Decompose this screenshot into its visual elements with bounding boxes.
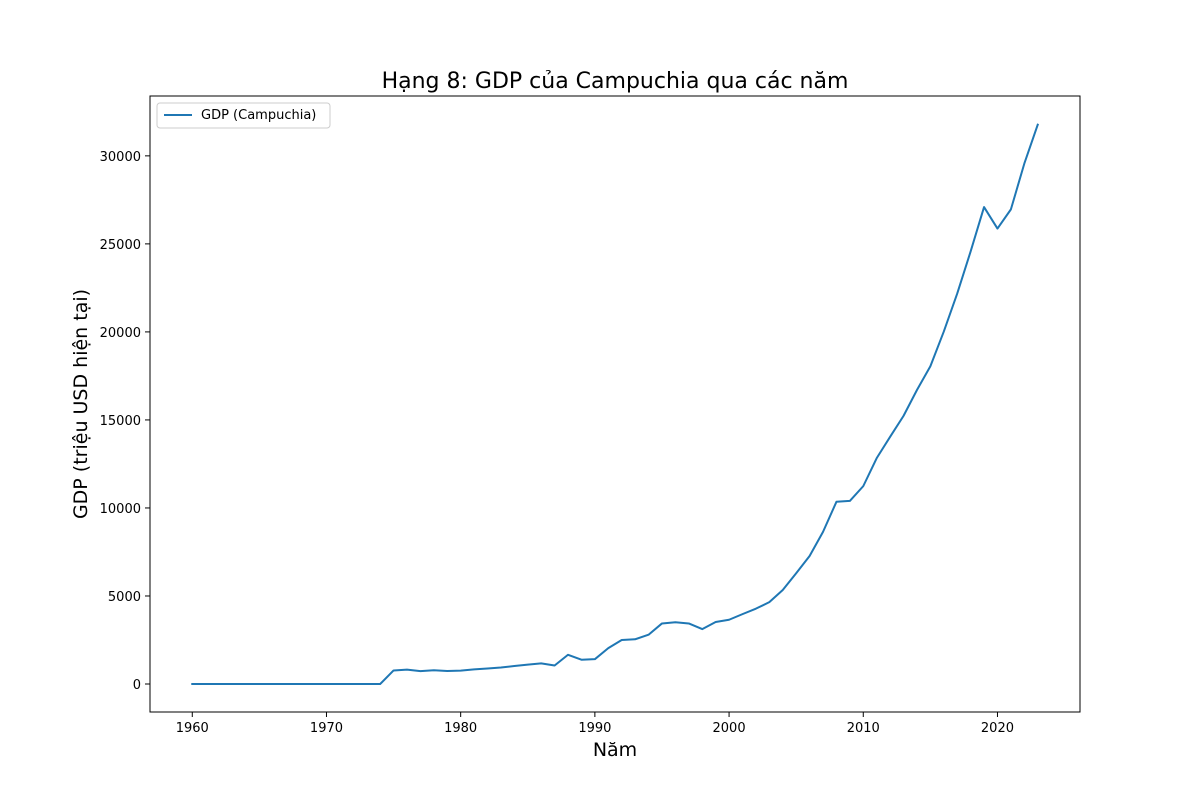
chart-title: Hạng 8: GDP của Campuchia qua các năm bbox=[382, 69, 849, 94]
x-tick-label: 1980 bbox=[444, 721, 477, 736]
y-axis-ticks: 0 5000 10000 15000 20000 25000 30000 bbox=[100, 150, 150, 693]
series-layer bbox=[191, 123, 1040, 686]
y-tick-label: 0 bbox=[133, 678, 141, 693]
x-tick-label: 1970 bbox=[310, 721, 343, 736]
y-tick-label: 5000 bbox=[108, 590, 141, 605]
x-tick-label: 1990 bbox=[578, 721, 611, 736]
legend-box bbox=[156, 102, 331, 129]
y-tick-label: 25000 bbox=[100, 238, 141, 253]
x-axis-ticks: 1960 1970 1980 1990 2000 2010 2020 bbox=[176, 712, 1014, 736]
x-tick-label: 2020 bbox=[981, 721, 1014, 736]
y-tick-label: 20000 bbox=[100, 326, 141, 341]
y-axis-label: GDP (triệu USD hiện tại) bbox=[70, 289, 92, 519]
x-tick-label: 2010 bbox=[847, 721, 880, 736]
y-tick-label: 15000 bbox=[100, 414, 141, 429]
x-axis-label: Năm bbox=[593, 739, 637, 761]
plot-area-frame bbox=[149, 95, 1081, 713]
legend-label: GDP (Campuchia) bbox=[201, 108, 316, 123]
x-tick-label: 2000 bbox=[713, 721, 746, 736]
y-tick-label: 30000 bbox=[100, 150, 141, 165]
x-tick-label: 1960 bbox=[176, 721, 209, 736]
legend: GDP (Campuchia) bbox=[156, 102, 331, 129]
y-tick-label: 10000 bbox=[100, 502, 141, 517]
series-line bbox=[191, 123, 1040, 686]
